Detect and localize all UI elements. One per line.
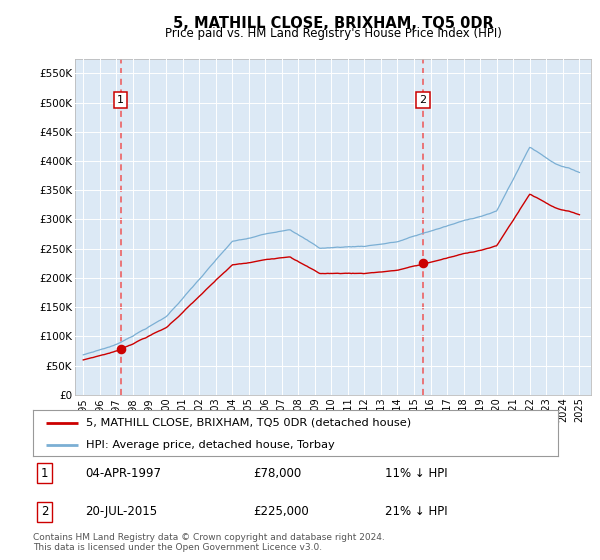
Point xyxy=(116,345,125,354)
Text: Contains HM Land Registry data © Crown copyright and database right 2024.: Contains HM Land Registry data © Crown c… xyxy=(33,533,385,542)
Text: 1: 1 xyxy=(118,95,124,105)
Text: 2: 2 xyxy=(41,505,48,518)
Text: 04-APR-1997: 04-APR-1997 xyxy=(86,466,161,480)
Text: £225,000: £225,000 xyxy=(254,505,309,518)
Text: 11% ↓ HPI: 11% ↓ HPI xyxy=(385,466,448,480)
Text: This data is licensed under the Open Government Licence v3.0.: This data is licensed under the Open Gov… xyxy=(33,543,322,552)
Text: 2: 2 xyxy=(419,95,427,105)
Text: Price paid vs. HM Land Registry's House Price Index (HPI): Price paid vs. HM Land Registry's House … xyxy=(164,27,502,40)
Text: 20-JUL-2015: 20-JUL-2015 xyxy=(86,505,158,518)
Point xyxy=(418,259,428,268)
Text: 5, MATHILL CLOSE, BRIXHAM, TQ5 0DR (detached house): 5, MATHILL CLOSE, BRIXHAM, TQ5 0DR (deta… xyxy=(86,418,410,428)
Text: HPI: Average price, detached house, Torbay: HPI: Average price, detached house, Torb… xyxy=(86,440,334,450)
Text: 5, MATHILL CLOSE, BRIXHAM, TQ5 0DR: 5, MATHILL CLOSE, BRIXHAM, TQ5 0DR xyxy=(173,16,493,31)
Text: £78,000: £78,000 xyxy=(254,466,302,480)
Text: 21% ↓ HPI: 21% ↓ HPI xyxy=(385,505,448,518)
Text: 1: 1 xyxy=(41,466,48,480)
